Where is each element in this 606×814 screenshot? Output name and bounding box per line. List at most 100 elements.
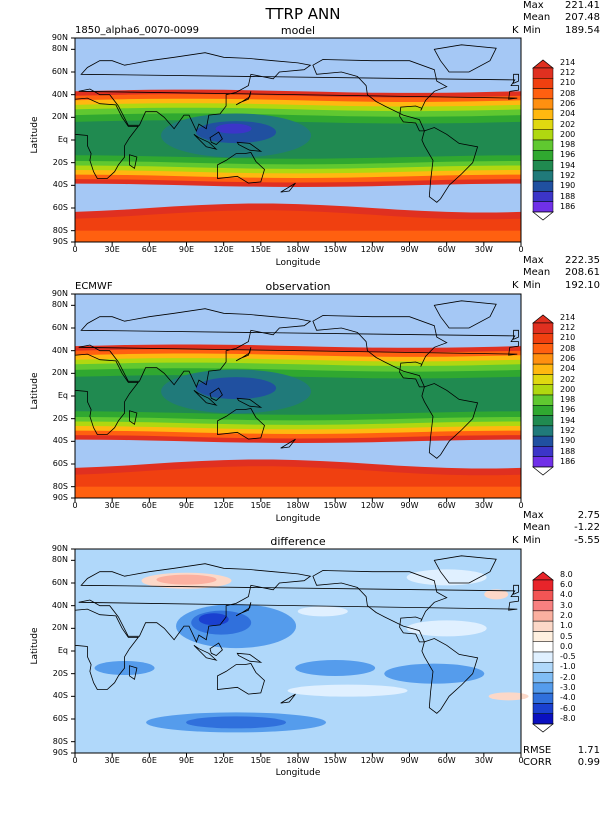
x-tick-label: 90W [400, 245, 419, 254]
colorbar-swatch [532, 363, 554, 375]
p3-rmse-label: RMSE [523, 745, 552, 756]
observation-ylabel: Latitude [30, 372, 40, 410]
difference-colorbar [532, 571, 554, 733]
colorbar-bottom-arrow [532, 211, 554, 221]
diff-nam-white [406, 569, 487, 586]
colorbar-swatch [532, 600, 554, 612]
x-tick-label: 180W [286, 756, 310, 765]
p1-left-label: 1850_alpha6_0070-0099 [75, 25, 200, 36]
colorbar-label: 206 [560, 99, 576, 108]
x-tick-label: 30E [104, 245, 120, 254]
x-tick-label: 0 [518, 756, 524, 765]
coastline-4 [421, 127, 479, 203]
colorbar-label: 190 [560, 436, 576, 446]
coastline-5 [433, 300, 497, 329]
coastline-4 [421, 383, 479, 459]
x-tick-label: 60W [437, 501, 456, 510]
coastline-0 [74, 353, 140, 435]
y-tick-label: 90N [51, 33, 68, 42]
diff-npac-white [297, 606, 348, 617]
colorbar-swatch [532, 620, 554, 632]
colorbar-swatch [532, 425, 554, 437]
y-tick-label: 60N [51, 67, 68, 76]
diff-spac-white [287, 684, 408, 697]
colorbar-label: -8.0 [560, 713, 576, 723]
p3-rmse-value: 1.71 [577, 745, 600, 756]
y-tick-label: 40S [52, 436, 68, 446]
colorbar-label: 0.5 [560, 631, 573, 641]
colorbar-label: 2.0 [560, 611, 573, 620]
diff-atl-white [406, 620, 487, 637]
coastline-11 [513, 584, 519, 595]
colorbar-swatch [532, 180, 554, 192]
diff-satl-warm [488, 692, 529, 701]
coastline-2 [217, 663, 265, 695]
y-tick-label: 60S [52, 203, 68, 212]
colorbar-label: 186 [560, 201, 576, 211]
coastline-11 [513, 329, 519, 340]
colorbar-swatch [532, 191, 554, 202]
colorbar-label: 4.0 [560, 590, 573, 600]
colorbar-swatch [532, 692, 554, 704]
coastline-3 [312, 59, 448, 132]
diff-asia-min [198, 613, 229, 626]
colorbar-label: -3.0 [560, 683, 576, 692]
p3-panel-title: difference [270, 535, 326, 548]
coastline-6 [193, 389, 218, 406]
colorbar-swatch [532, 641, 554, 653]
y-tick-label: Eq [57, 135, 68, 144]
coastline-4 [421, 638, 479, 714]
colorbar-label: 192 [560, 171, 576, 180]
coastline-10 [129, 665, 138, 680]
colorbar-swatch [532, 435, 554, 447]
colorbar-swatch [532, 150, 554, 161]
y-tick-label: 80S [52, 736, 68, 746]
coastline-2 [217, 408, 265, 440]
model-map [71, 37, 522, 246]
colorbar-label: 186 [560, 456, 576, 466]
y-tick-label: 40N [51, 345, 68, 355]
model-colorbar [532, 59, 554, 221]
y-tick-label: 90N [51, 289, 68, 298]
colorbar-swatch [532, 139, 554, 151]
colorbar-top-arrow [532, 571, 554, 581]
p3-max-value: 2.75 [577, 510, 600, 521]
coastline-8 [236, 397, 263, 408]
p1-max-value: 221.41 [565, 0, 600, 11]
colorbar-label: 204 [560, 364, 576, 374]
coastline-3 [312, 570, 448, 643]
y-tick-label: 90N [51, 544, 68, 553]
colorbar-swatch [532, 108, 554, 120]
colorbar-swatch [532, 703, 554, 714]
y-tick-label: 20S [52, 157, 68, 167]
colorbar-swatch [532, 129, 554, 141]
x-tick-label: 150E [250, 245, 271, 254]
coastline-1 [78, 563, 519, 643]
band-south-polar-208 [75, 230, 521, 242]
y-tick-label: 40N [51, 89, 68, 99]
y-tick-label: 40S [52, 180, 68, 190]
y-tick-label: 80S [52, 481, 68, 491]
coastline-9 [235, 347, 252, 362]
diff-sam [384, 663, 485, 684]
colorbar-label: 6.0 [560, 580, 573, 590]
y-tick-label: 40S [52, 691, 68, 701]
model-ylabel: Latitude [30, 116, 40, 154]
colorbar-label: 212 [560, 323, 576, 333]
coastline-8 [236, 652, 263, 663]
coastline-7 [209, 387, 223, 401]
colorbar-label: 198 [560, 140, 576, 150]
x-tick-label: 90E [178, 501, 195, 510]
x-tick-label: 60W [437, 245, 456, 254]
x-tick-label: 150W [323, 501, 347, 510]
colorbar-swatch [532, 78, 554, 89]
colorbar-label: 200 [560, 129, 576, 139]
y-tick-label: 60N [51, 323, 68, 332]
colorbar-swatch [532, 672, 554, 684]
x-tick-label: 180W [286, 245, 310, 254]
x-tick-label: 120W [360, 245, 384, 254]
colorbar-label: -0.5 [560, 652, 576, 662]
y-tick-label: 20N [51, 112, 68, 122]
x-tick-label: 30E [104, 756, 120, 765]
p3-min-label: Min [523, 535, 541, 546]
